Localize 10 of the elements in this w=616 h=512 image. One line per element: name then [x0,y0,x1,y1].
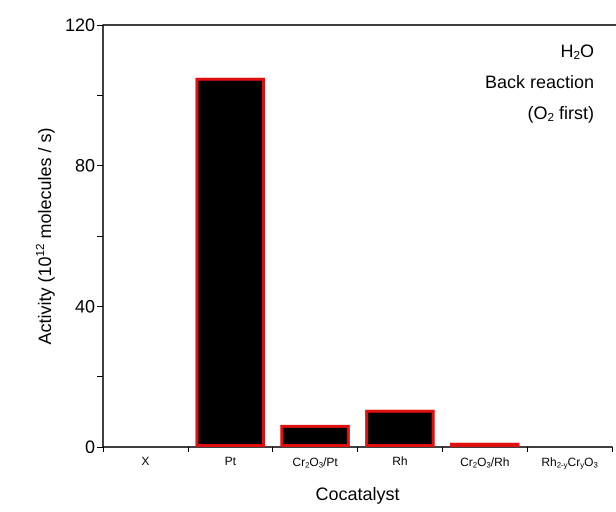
y-axis-title: Activity (1012 molecules / s) [34,127,56,345]
x-tick-label: Rh [392,454,408,468]
y-tick-label: 40 [74,296,95,316]
y-tick-label: 120 [64,15,95,35]
x-tick-label: Pt [224,454,237,468]
annotation: Back reaction [484,72,594,92]
x-tick-label: X [141,454,150,468]
y-tick-label: 80 [74,156,95,176]
x-axis-title: Cocatalyst [315,484,400,504]
y-tick-label: 0 [84,437,95,457]
